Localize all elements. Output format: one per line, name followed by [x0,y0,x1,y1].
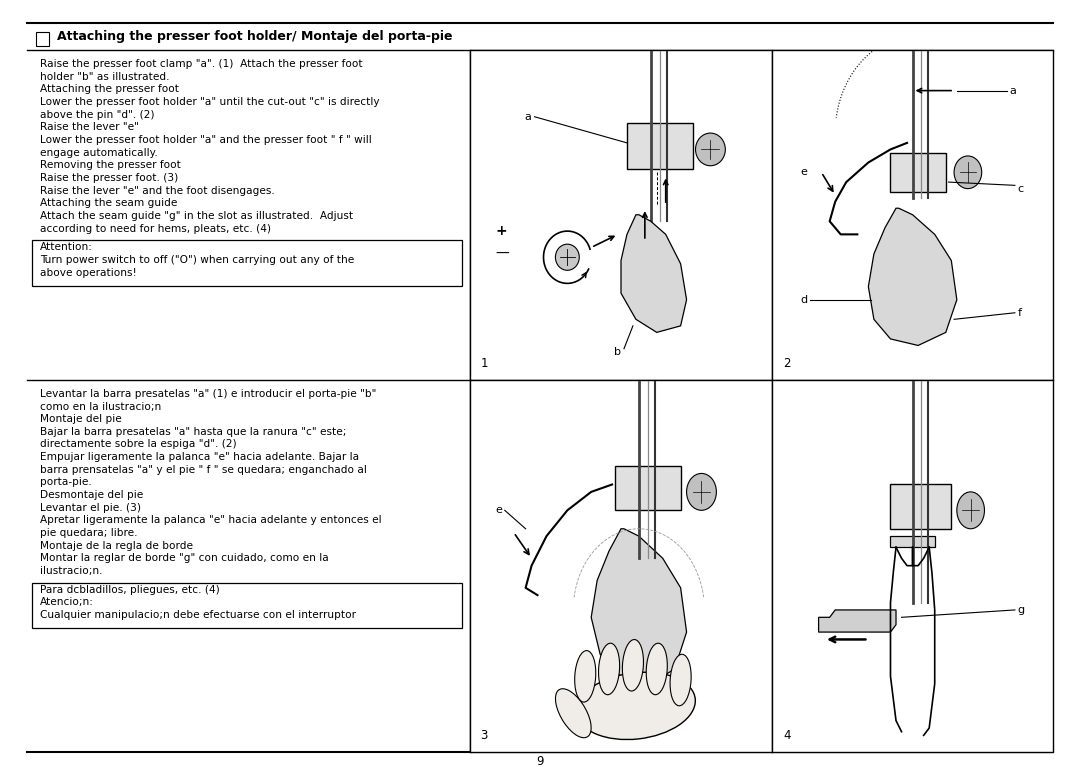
Text: holder "b" as illustrated.: holder "b" as illustrated. [40,71,170,82]
Polygon shape [891,536,934,547]
Ellipse shape [646,644,667,695]
Text: f: f [1017,308,1022,318]
Text: Turn power switch to off ("O") when carrying out any of the: Turn power switch to off ("O") when carr… [40,255,354,265]
Text: b: b [615,347,621,357]
Bar [891,485,951,528]
Text: Attention:: Attention: [40,242,93,252]
Text: above the pin "d". (2): above the pin "d". (2) [40,110,154,120]
Ellipse shape [598,644,620,695]
Text: Removing the presser foot: Removing the presser foot [40,160,180,170]
Text: Raise the lever "e": Raise the lever "e" [40,122,139,133]
Text: above operations!: above operations! [40,268,137,278]
Bar [891,153,946,192]
Text: 1: 1 [481,357,488,370]
Bar [470,380,772,752]
Circle shape [696,133,726,166]
Polygon shape [819,610,896,632]
Text: engage automatically.: engage automatically. [40,147,158,158]
Text: a: a [525,112,531,122]
Text: d: d [800,295,808,304]
Text: Desmontaje del pie: Desmontaje del pie [40,490,144,500]
Text: —: — [496,247,510,261]
Bar [32,240,462,285]
Text: +: + [496,224,508,238]
Text: Bajar la barra presatelas "a" hasta que la ranura "c" este;: Bajar la barra presatelas "a" hasta que … [40,426,347,437]
Text: e: e [495,505,502,515]
Text: como en la ilustracio;n: como en la ilustracio;n [40,402,161,412]
Polygon shape [591,528,687,683]
Ellipse shape [670,654,691,706]
Text: e: e [800,167,808,177]
Text: Montar la reglar de borde "g" con cuidado, como en la: Montar la reglar de borde "g" con cuidad… [40,554,328,564]
Ellipse shape [622,640,644,691]
Bar [772,50,1053,380]
Text: Cualquier manipulacio;n debe efectuarse con el interruptor: Cualquier manipulacio;n debe efectuarse … [40,611,356,621]
Text: a: a [1010,86,1016,96]
Text: ilustracio;n.: ilustracio;n. [40,566,103,576]
Text: Levantar el pie. (3): Levantar el pie. (3) [40,503,141,513]
Text: Empujar ligeramente la palanca "e" hacia adelante. Bajar la: Empujar ligeramente la palanca "e" hacia… [40,453,359,463]
Text: c: c [1017,183,1024,193]
Text: Raise the presser foot. (3): Raise the presser foot. (3) [40,173,178,183]
Text: Levantar la barra presatelas "a" (1) e introducir el porta-pie "b": Levantar la barra presatelas "a" (1) e i… [40,389,376,399]
Text: barra prensatelas "a" y el pie " f " se quedara; enganchado al: barra prensatelas "a" y el pie " f " se … [40,465,367,475]
Text: according to need for hems, pleats, etc. (4): according to need for hems, pleats, etc.… [40,223,271,234]
Text: Attaching the presser foot holder/ Montaje del porta-pie: Attaching the presser foot holder/ Monta… [57,30,453,43]
Text: 2: 2 [783,357,791,370]
Text: Attach the seam guide "g" in the slot as illustrated.  Adjust: Attach the seam guide "g" in the slot as… [40,211,353,221]
Text: 9: 9 [537,755,543,767]
Bar [772,380,1053,752]
Text: Para dcbladillos, pliegues, etc. (4): Para dcbladillos, pliegues, etc. (4) [40,585,219,595]
Text: Apretar ligeramente la palanca "e" hacia adelante y entonces el: Apretar ligeramente la palanca "e" hacia… [40,515,381,525]
Text: Raise the presser foot clamp "a". (1)  Attach the presser foot: Raise the presser foot clamp "a". (1) At… [40,59,363,69]
Bar [627,123,692,169]
Text: 3: 3 [481,729,488,742]
Circle shape [555,244,579,270]
Text: Montaje del pie: Montaje del pie [40,414,122,424]
Text: directamente sobre la espiga "d". (2): directamente sobre la espiga "d". (2) [40,439,237,449]
Text: Atencio;n:: Atencio;n: [40,597,94,607]
Text: pie quedara; libre.: pie quedara; libre. [40,528,137,538]
Polygon shape [868,208,957,345]
Circle shape [954,156,982,189]
Text: Lower the presser foot holder "a" and the presser foot " f " will: Lower the presser foot holder "a" and th… [40,135,372,145]
Circle shape [687,473,716,510]
Bar [615,466,680,510]
Circle shape [957,492,985,528]
Bar [36,32,49,46]
Text: Attaching the seam guide: Attaching the seam guide [40,198,177,209]
Text: Montaje de la regla de borde: Montaje de la regla de borde [40,541,193,551]
Ellipse shape [577,672,696,739]
Text: 4: 4 [783,729,791,742]
Ellipse shape [575,650,596,702]
Text: Lower the presser foot holder "a" until the cut-out "c" is directly: Lower the presser foot holder "a" until … [40,97,379,107]
Bar [470,50,772,380]
Text: Raise the lever "e" and the foot disengages.: Raise the lever "e" and the foot disenga… [40,186,274,196]
Polygon shape [621,215,687,332]
Text: porta-pie.: porta-pie. [40,477,92,488]
Text: Attaching the presser foot: Attaching the presser foot [40,84,179,94]
Text: g: g [1017,605,1025,615]
Bar [32,583,462,628]
Ellipse shape [555,689,591,738]
